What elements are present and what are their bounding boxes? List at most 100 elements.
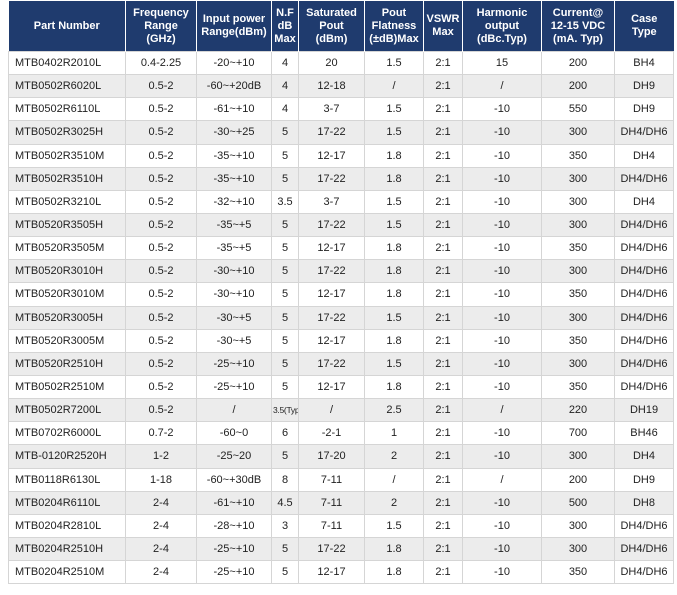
header-saturated-pout: Saturated Pout (dBm) <box>298 1 365 52</box>
case-type-cell: DH4/DH6 <box>614 374 674 400</box>
current-cell: 300 <box>541 351 615 376</box>
table-row: MTB0204R6110L 2-4 -61~+10 4.5 7-11 2 2:1 -10 500… <box>8 490 674 515</box>
vswr-cell: 2:1 <box>423 490 463 515</box>
saturated-pout-cell: 12-17 <box>298 560 365 585</box>
part-number-cell: MTB0520R3010H <box>8 259 126 284</box>
saturated-pout-cell: 17-22 <box>298 120 365 145</box>
saturated-pout-cell: 17-20 <box>298 444 365 469</box>
frequency-range-cell: 0.7-2 <box>125 421 197 446</box>
frequency-range-cell: 0.5-2 <box>125 282 197 307</box>
saturated-pout-cell: 7-11 <box>298 513 365 538</box>
part-number-cell: MTB0502R6020L <box>8 74 126 99</box>
case-type-cell: DH8 <box>614 490 674 515</box>
part-number-cell: MTB0502R3510M <box>8 143 126 168</box>
harmonic-output-cell: -10 <box>462 236 542 261</box>
input-power-cell: -30~+10 <box>196 282 272 307</box>
header-frequency-range: Frequency Range (GHz) <box>125 1 197 52</box>
current-cell: 300 <box>541 259 615 284</box>
noise-figure-cell: 5 <box>271 374 299 400</box>
pout-flatness-cell: 1.8 <box>364 536 424 562</box>
case-type-cell: BH46 <box>614 421 674 446</box>
amplifier-spec-table: Part Number Frequency Range (GHz) Input po… <box>8 1 674 585</box>
frequency-range-cell: 0.5-2 <box>125 374 197 400</box>
pout-flatness-cell: 1.8 <box>364 560 424 585</box>
part-number-cell: MTB0402R2010L <box>8 50 126 76</box>
case-type-cell: DH4/DH6 <box>614 513 674 538</box>
case-type-cell: DH4/DH6 <box>614 351 674 376</box>
vswr-cell: 2:1 <box>423 97 463 122</box>
part-number-cell: MTB0520R3505H <box>8 212 126 238</box>
current-cell: 700 <box>541 421 615 446</box>
noise-figure-cell: 4 <box>271 50 299 76</box>
pout-flatness-cell: 2.5 <box>364 398 424 423</box>
part-number-cell: MTB0502R3210L <box>8 189 126 214</box>
frequency-range-cell: 2-4 <box>125 560 197 585</box>
saturated-pout-cell: 7-11 <box>298 467 365 492</box>
harmonic-output-cell: -10 <box>462 189 542 214</box>
pout-flatness-cell: 1.8 <box>364 374 424 400</box>
harmonic-output-cell: 15 <box>462 50 542 76</box>
case-type-cell: DH4 <box>614 189 674 214</box>
vswr-cell: 2:1 <box>423 421 463 446</box>
noise-figure-cell: 8 <box>271 467 299 492</box>
part-number-cell: MTB0204R2510H <box>8 536 126 562</box>
pout-flatness-cell: / <box>364 467 424 492</box>
current-cell: 300 <box>541 513 615 538</box>
case-type-cell: DH4 <box>614 444 674 469</box>
saturated-pout-cell: 3-7 <box>298 189 365 214</box>
frequency-range-cell: 2-4 <box>125 536 197 562</box>
pout-flatness-cell: 1.5 <box>364 212 424 238</box>
vswr-cell: 2:1 <box>423 189 463 214</box>
current-cell: 220 <box>541 398 615 423</box>
table-row: MTB0502R3510M 0.5-2 -35~+10 5 12-17 1.8 2:1 -10… <box>8 143 674 168</box>
frequency-range-cell: 0.5-2 <box>125 120 197 145</box>
table-row: MTB0502R3210L 0.5-2 -32~+10 3.5 3-7 1.5 2:1 -10… <box>8 189 674 214</box>
part-number-cell: MTB0502R3025H <box>8 120 126 145</box>
part-number-cell: MTB0502R6110L <box>8 97 126 122</box>
case-type-cell: DH9 <box>614 467 674 492</box>
input-power-cell: -60~0 <box>196 421 272 446</box>
table-row: MTB0204R2510H 2-4 -25~+10 5 17-22 1.8 2:1 -10 30… <box>8 536 674 562</box>
part-number-cell: MTB0502R3510H <box>8 166 126 191</box>
input-power-cell: -60~+30dB <box>196 467 272 492</box>
vswr-cell: 2:1 <box>423 50 463 76</box>
vswr-cell: 2:1 <box>423 536 463 562</box>
noise-figure-cell: 5 <box>271 166 299 191</box>
frequency-range-cell: 0.5-2 <box>125 189 197 214</box>
frequency-range-cell: 0.5-2 <box>125 236 197 261</box>
pout-flatness-cell: 1.8 <box>364 328 424 353</box>
noise-figure-cell: 5 <box>271 212 299 238</box>
pout-flatness-cell: 2 <box>364 444 424 469</box>
table-row: MTB0204R2510M 2-4 -25~+10 5 12-17 1.8 2:1 -10 35… <box>8 560 674 585</box>
current-cell: 300 <box>541 189 615 214</box>
frequency-range-cell: 0.5-2 <box>125 328 197 353</box>
table-row: MTB0502R2510M 0.5-2 -25~+10 5 12-17 1.8 2:1 -10… <box>8 374 674 400</box>
saturated-pout-cell: 20 <box>298 50 365 76</box>
header-current: Current@ 12-15 VDC (mA. Typ) <box>541 1 615 52</box>
current-cell: 350 <box>541 143 615 168</box>
harmonic-output-cell: -10 <box>462 212 542 238</box>
pout-flatness-cell: 1.8 <box>364 236 424 261</box>
vswr-cell: 2:1 <box>423 236 463 261</box>
saturated-pout-cell: 17-22 <box>298 536 365 562</box>
saturated-pout-cell: 17-22 <box>298 351 365 376</box>
part-number-cell: MTB0204R2510M <box>8 560 126 585</box>
saturated-pout-cell: 12-17 <box>298 143 365 168</box>
current-cell: 300 <box>541 212 615 238</box>
vswr-cell: 2:1 <box>423 259 463 284</box>
table-body: MTB0402R2010L 0.4-2.25 -20~+10 4 20 1.5 2:1 15 2… <box>8 50 674 585</box>
vswr-cell: 2:1 <box>423 212 463 238</box>
part-number-cell: MTB0520R2510H <box>8 351 126 376</box>
input-power-cell: -35~+5 <box>196 212 272 238</box>
saturated-pout-cell: 17-22 <box>298 259 365 284</box>
noise-figure-cell: 5 <box>271 536 299 562</box>
current-cell: 500 <box>541 490 615 515</box>
vswr-cell: 2:1 <box>423 282 463 307</box>
vswr-cell: 2:1 <box>423 467 463 492</box>
pout-flatness-cell: 1.5 <box>364 189 424 214</box>
saturated-pout-cell: 12-18 <box>298 74 365 99</box>
noise-figure-cell: 6 <box>271 421 299 446</box>
saturated-pout-cell: -2-1 <box>298 421 365 446</box>
pout-flatness-cell: 1 <box>364 421 424 446</box>
current-cell: 350 <box>541 328 615 353</box>
